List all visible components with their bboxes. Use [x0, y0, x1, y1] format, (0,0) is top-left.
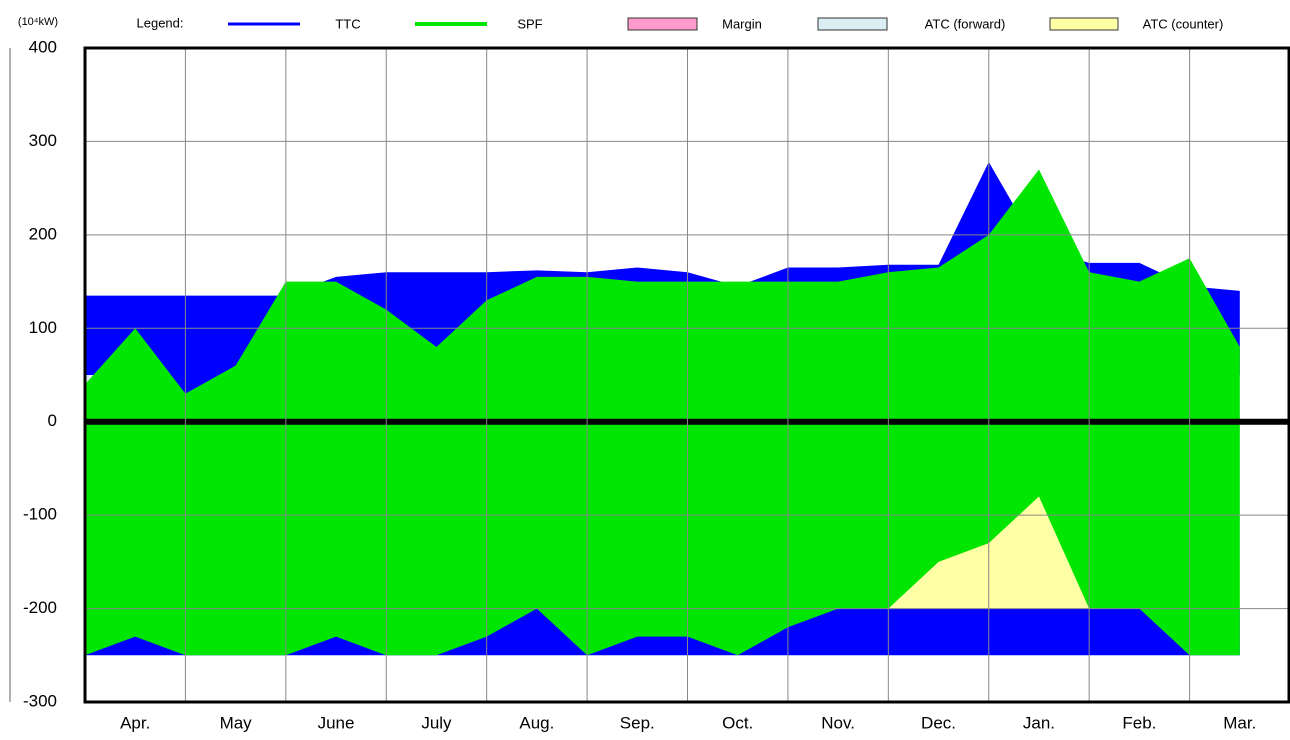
y-tick-label: -300	[23, 691, 57, 710]
y-tick-label: 200	[29, 224, 57, 243]
x-tick-label: Dec.	[921, 713, 956, 732]
legend-swatch	[627, 17, 698, 31]
unit-label: (10⁴kW)	[18, 16, 58, 28]
y-tick-label: 0	[48, 411, 57, 430]
y-tick-label: 400	[29, 37, 57, 56]
x-tick-label: Apr.	[120, 713, 150, 732]
legend-label: ATC (forward)	[925, 16, 1006, 31]
y-tick-label: 300	[29, 131, 57, 150]
x-tick-label: June	[318, 713, 355, 732]
spf-band	[85, 169, 1240, 656]
legend-label: ATC (counter)	[1143, 16, 1224, 31]
x-tick-label: Mar.	[1223, 713, 1256, 732]
legend-title: Legend:	[137, 15, 184, 30]
x-tick-label: Sep.	[620, 713, 655, 732]
x-tick-label: July	[421, 713, 452, 732]
y-tick-label: -200	[23, 598, 57, 617]
x-tick-label: Feb.	[1122, 713, 1156, 732]
x-tick-label: May	[220, 713, 253, 732]
x-tick-label: Oct.	[722, 713, 753, 732]
x-tick-label: Aug.	[519, 713, 554, 732]
plot-frame	[83, 46, 1290, 704]
legend-swatch	[817, 17, 888, 31]
y-tick-label: 100	[29, 318, 57, 337]
legend-label: Margin	[722, 16, 762, 31]
x-tick-label: Nov.	[821, 713, 855, 732]
legend-label: TTC	[335, 16, 360, 31]
y-tick-label: -100	[23, 505, 57, 524]
legend-swatch	[1049, 17, 1119, 31]
x-tick-label: Jan.	[1023, 713, 1055, 732]
legend-label: SPF	[517, 16, 542, 31]
